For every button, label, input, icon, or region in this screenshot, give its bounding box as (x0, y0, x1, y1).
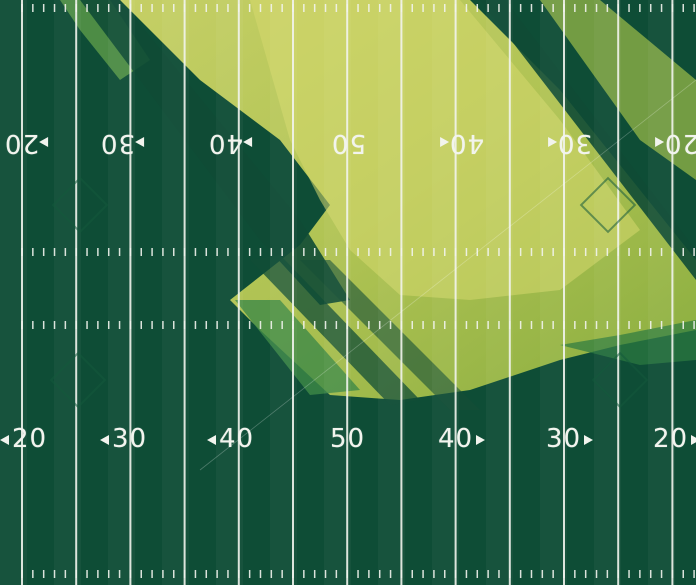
yard-number-label: 50 (330, 424, 366, 454)
arrow-icon (440, 137, 449, 148)
yard-number-label: 50 (331, 128, 367, 158)
yard-number-top-50: 50 (331, 128, 367, 158)
arrow-icon (39, 137, 49, 148)
arrow-icon (0, 434, 9, 445)
yard-number-top-20-left: 20 (4, 128, 51, 158)
yard-number-bottom-50: 50 (330, 426, 365, 452)
yard-number-label: 20 (12, 424, 48, 454)
yard-number-label: 30 (100, 128, 136, 158)
arrow-icon (548, 137, 557, 148)
arrow-icon (655, 137, 664, 148)
yard-number-top-40-right: 40 (437, 128, 485, 158)
arrow-icon (691, 434, 696, 445)
yard-number-bottom-20-left: 20 (0, 426, 47, 452)
arrow-icon (243, 137, 253, 148)
yard-number-label: 40 (208, 128, 244, 158)
yard-number-top-40-left: 40 (208, 128, 255, 158)
yard-number-label: 40 (438, 424, 474, 454)
yard-number-bottom-20-right: 20 (653, 426, 696, 452)
yard-number-bottom-40-right: 40 (438, 424, 486, 454)
arrow-icon (135, 137, 145, 148)
yard-number-top-30-left: 30 (100, 128, 147, 158)
yard-number-label: 40 (219, 424, 255, 454)
diagonal-streak (199, 79, 696, 471)
yard-number-bottom-30-left: 30 (100, 426, 147, 452)
yard-number-label: 20 (664, 128, 696, 158)
arrow-icon (476, 434, 486, 445)
yard-number-bottom-30-right: 30 (546, 424, 594, 454)
yard-number-label: 40 (449, 128, 485, 158)
yard-number-label: 20 (4, 128, 40, 158)
yard-number-label: 30 (546, 424, 582, 454)
yard-number-label: 20 (653, 424, 689, 454)
arrow-icon (100, 434, 109, 445)
arrow-icon (207, 434, 216, 445)
field-lines (21, 0, 696, 585)
yard-number-label: 30 (557, 128, 593, 158)
yard-number-top-30-right: 30 (545, 128, 593, 158)
arrow-icon (584, 434, 594, 445)
yard-number-bottom-40-left: 40 (207, 426, 254, 452)
yard-number-top-20-right: 20 (652, 128, 696, 158)
yard-number-label: 30 (112, 424, 148, 454)
